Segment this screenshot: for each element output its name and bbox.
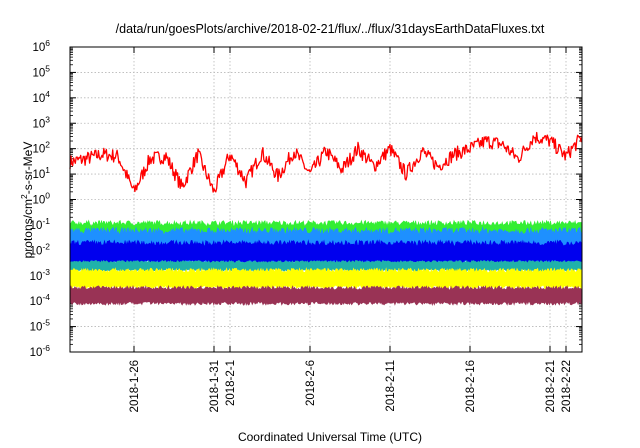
y-tick-base: 10 xyxy=(30,271,43,283)
y-tick-exponent: 3 xyxy=(45,114,50,124)
y-axis-label-part: protons/cm xyxy=(21,199,35,258)
series-layer xyxy=(69,131,583,306)
x-tick-label: 2018-2-16 xyxy=(465,360,477,412)
y-tick-label: 105 xyxy=(32,63,50,79)
y-tick-exponent: -4 xyxy=(42,292,50,302)
y-tick-exponent: 5 xyxy=(45,63,50,73)
y-tick-base: 10 xyxy=(32,144,45,156)
plot-frame xyxy=(69,46,583,353)
x-tick-label: 2018-1-31 xyxy=(209,360,221,412)
y-tick-labels: 10-610-510-410-310-210-11001011021031041… xyxy=(30,38,51,359)
x-tick-label: 2018-2-6 xyxy=(305,360,317,406)
series-line-0 xyxy=(69,131,583,193)
y-tick-exponent: 1 xyxy=(45,165,50,175)
y-tick-exponent: -2 xyxy=(42,241,50,251)
y-tick-base: 10 xyxy=(32,93,45,105)
series-band-5 xyxy=(69,267,583,290)
y-tick-exponent: 0 xyxy=(45,191,50,201)
y-tick-label: 10-6 xyxy=(30,343,51,359)
y-tick-label: 10-4 xyxy=(30,292,51,308)
y-tick-exponent: 2 xyxy=(45,140,50,150)
y-axis-label-part: -s-sr-MeV xyxy=(21,142,35,195)
grid xyxy=(70,46,582,353)
x-axis-label: Coordinated Universal Time (UTC) xyxy=(238,430,422,444)
y-tick-label: 10-1 xyxy=(30,216,51,232)
y-tick-exponent: -5 xyxy=(42,318,50,328)
y-tick-exponent: -6 xyxy=(42,343,50,353)
y-tick-exponent: 4 xyxy=(45,89,50,99)
x-tick-label: 2018-1-26 xyxy=(129,360,141,412)
y-tick-label: 103 xyxy=(32,114,50,130)
y-tick-label: 100 xyxy=(32,191,50,207)
y-tick-label: 10-5 xyxy=(30,318,51,334)
y-tick-exponent: 6 xyxy=(45,38,50,48)
y-tick-label: 101 xyxy=(32,165,50,181)
y-tick-label: 102 xyxy=(32,140,50,156)
x-tick-label: 2018-2-21 xyxy=(545,360,557,412)
y-tick-base: 10 xyxy=(32,118,45,130)
y-tick-label: 104 xyxy=(32,89,50,105)
x-tick-label: 2018-2-22 xyxy=(561,360,573,412)
y-axis-label-superscript: 2 xyxy=(19,194,29,199)
y-tick-base: 10 xyxy=(30,220,43,232)
x-tick-label: 2018-2-1 xyxy=(225,360,237,406)
x-tick-labels: 2018-1-26 2018-1-31 2018-2-1 2018-2-6 2018-2… xyxy=(129,360,573,412)
y-tick-base: 10 xyxy=(32,195,45,207)
y-tick-label: 10-2 xyxy=(30,241,51,257)
y-tick-base: 10 xyxy=(30,347,43,359)
y-tick-label: 106 xyxy=(32,38,50,54)
y-tick-base: 10 xyxy=(32,169,45,181)
x-tick-label: 2018-2-11 xyxy=(385,360,397,412)
chart-title: /data/run/goesPlots/archive/2018-02-21/f… xyxy=(116,22,545,36)
series-band-6 xyxy=(69,284,583,306)
y-tick-base: 10 xyxy=(30,296,43,308)
y-tick-base: 10 xyxy=(32,67,45,79)
y-tick-exponent: -1 xyxy=(42,216,50,226)
y-tick-base: 10 xyxy=(30,245,43,257)
y-tick-exponent: -3 xyxy=(42,267,50,277)
y-tick-label: 10-3 xyxy=(30,267,51,283)
y-axis-label: protons/cm2-s-sr-MeV xyxy=(19,142,35,259)
y-tick-base: 10 xyxy=(30,322,43,334)
y-tick-base: 10 xyxy=(32,42,45,54)
